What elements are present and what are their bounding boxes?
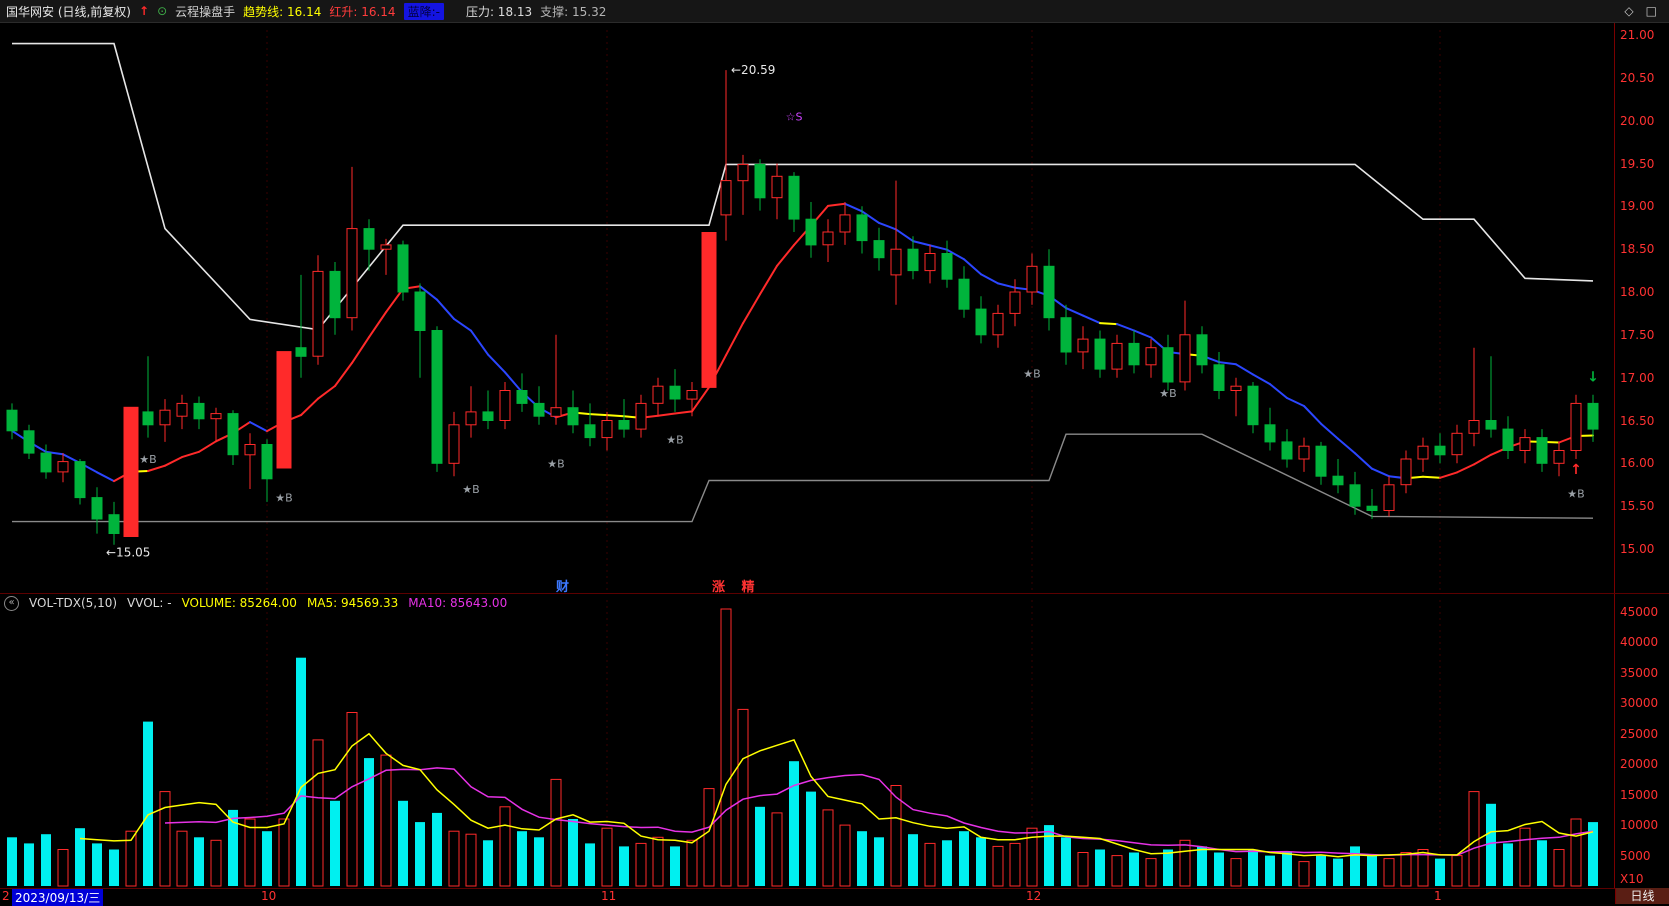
svg-text:★B: ★B — [547, 457, 564, 470]
volume-axis-label: 15000 — [1620, 787, 1659, 802]
volume-chart[interactable] — [0, 594, 1614, 888]
red-rise-value: 红升: 16.14 — [329, 4, 396, 19]
price-axis-label: 16.00 — [1620, 456, 1655, 471]
price-axis-label: 19.50 — [1620, 156, 1655, 171]
volume-axis-label: 25000 — [1620, 726, 1659, 741]
clipped-date-label: 2 — [2, 889, 10, 903]
date-axis-bar: 2 2023/09/13/三 10 11 12 1 日线 — [0, 888, 1669, 906]
svg-text:↑: ↑ — [1570, 462, 1582, 478]
volume-axis[interactable]: 45000 40000 35000 30000 25000 20000 15000 10000… — [1614, 594, 1669, 888]
month-tick-label: 12 — [1026, 889, 1042, 903]
signal-up-icon: ↑ — [139, 4, 150, 18]
volume-axis-label: 45000 — [1620, 605, 1659, 619]
price-axis-label: 21.00 — [1620, 28, 1655, 42]
trendline-value: 趋势线: 16.14 — [243, 4, 322, 19]
svg-text:★B: ★B — [462, 483, 479, 496]
svg-text:★B: ★B — [1159, 387, 1176, 400]
price-axis[interactable]: 21.00 20.50 20.00 19.50 19.00 18.50 18.00 17.50… — [1614, 23, 1669, 593]
svg-text:☆S: ☆S — [786, 110, 803, 123]
volume-axis-label: 30000 — [1620, 696, 1659, 711]
indicator-name: 云程操盘手 — [175, 4, 236, 19]
month-tick-label: 10 — [261, 889, 277, 903]
price-axis-label: 20.00 — [1620, 113, 1655, 128]
indicator-logo-icon: ⊙ — [157, 4, 168, 18]
period-label[interactable]: 日线 — [1615, 888, 1669, 904]
support-value: 支撑: 15.32 — [540, 4, 607, 19]
volume-value: VOLUME: 85264.00 — [181, 596, 297, 610]
collapse-icon[interactable]: « — [4, 595, 19, 611]
volume-header: « VOL-TDX(5,10) VVOL: - VOLUME: 85264.00… — [0, 595, 517, 611]
price-axis-label: 17.00 — [1620, 370, 1655, 385]
svg-text:★B: ★B — [666, 433, 683, 446]
window-icon[interactable]: □ — [1645, 4, 1657, 18]
bottom-divider — [0, 888, 1669, 889]
volume-unit-label: X10 — [1620, 872, 1644, 886]
svg-text:←15.05: ←15.05 — [106, 546, 150, 560]
price-axis-label: 18.00 — [1620, 285, 1655, 299]
volume-axis-label: 40000 — [1620, 635, 1659, 650]
price-axis-label: 19.00 — [1620, 199, 1655, 214]
current-date: 2023/09/13/三 — [12, 889, 104, 906]
symbol-title: 国华网安 (日线,前复权) — [6, 4, 131, 19]
price-axis-label: 15.00 — [1620, 542, 1655, 556]
blue-fall-value: 蓝降:- — [403, 2, 444, 20]
volume-axis-label: 35000 — [1620, 665, 1659, 680]
volume-axis-label: 5000 — [1620, 848, 1651, 863]
ma10-value: MA10: 85643.00 — [408, 596, 508, 610]
month-tick-label: 1 — [1434, 889, 1442, 903]
svg-text:★B: ★B — [1023, 367, 1040, 380]
watermark-zhang-jing: 涨 精 — [712, 580, 761, 595]
svg-text:↓: ↓ — [1587, 370, 1599, 386]
volume-indicator-title: VOL-TDX(5,10) — [29, 596, 118, 610]
svg-text:★B: ★B — [139, 453, 156, 466]
pressure-value: 压力: 18.13 — [465, 4, 533, 19]
diamond-icon[interactable]: ◇ — [1624, 4, 1634, 18]
svg-text:★B: ★B — [275, 492, 292, 505]
volume-axis-label: 20000 — [1620, 757, 1659, 772]
watermark-cai: 财 — [556, 580, 576, 595]
month-tick-label: 11 — [601, 889, 617, 903]
price-axis-label: 15.50 — [1620, 499, 1655, 514]
title-bar: 国华网安 (日线,前复权) ↑ ⊙ 云程操盘手 趋势线: 16.14 红升: 1… — [0, 0, 1669, 23]
price-axis-label: 20.50 — [1620, 70, 1655, 85]
price-axis-label: 16.50 — [1620, 413, 1655, 428]
ma5-value: MA5: 94569.33 — [306, 596, 399, 610]
price-axis-label: 17.50 — [1620, 327, 1655, 342]
main-price-chart[interactable]: ★B ★B ★B ★B ★B ★B ★B ★B ☆S ↑ ↓ ←20.59 ←15.05 — [0, 23, 1614, 593]
price-axis-label: 18.50 — [1620, 242, 1655, 257]
volume-axis-label: 10000 — [1620, 818, 1659, 833]
svg-text:★B: ★B — [1567, 487, 1584, 500]
vvol-label: VVOL: - — [127, 596, 172, 610]
panel-divider — [0, 593, 1669, 594]
svg-text:←20.59: ←20.59 — [731, 63, 775, 77]
